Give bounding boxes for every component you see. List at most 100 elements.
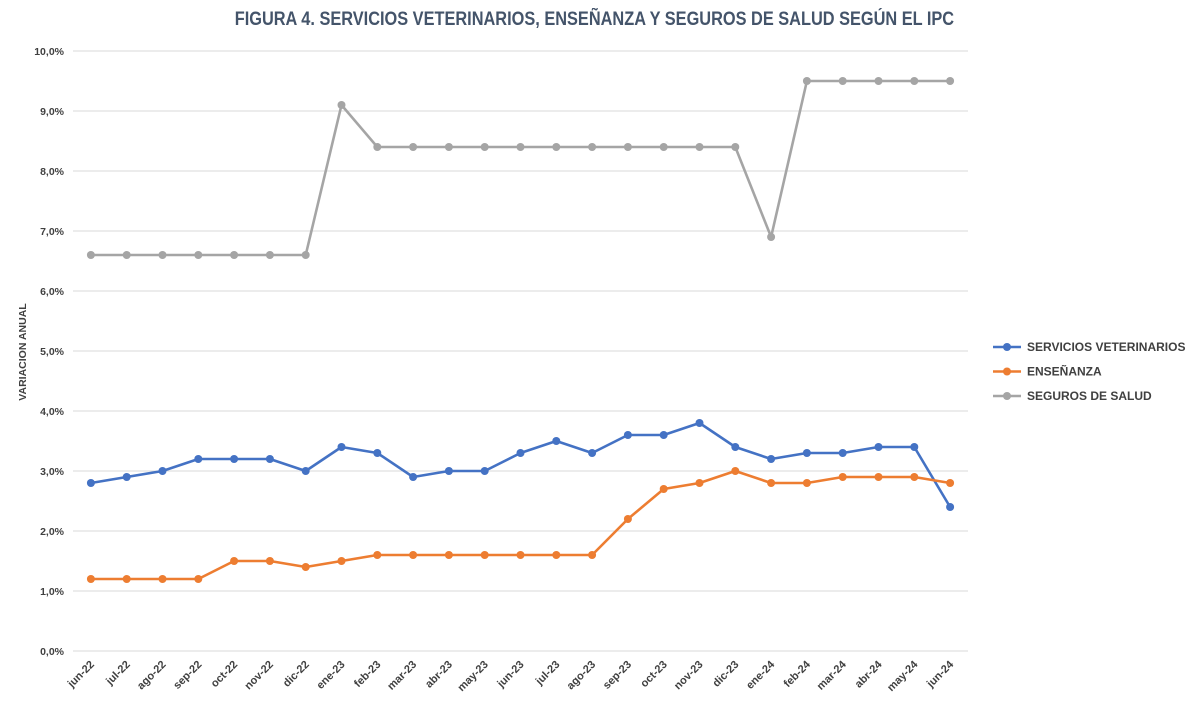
- data-point: [838, 449, 847, 457]
- x-tick-label: feb-24: [782, 658, 814, 690]
- legend-marker: [1003, 392, 1011, 400]
- data-point: [480, 467, 489, 475]
- data-point: [588, 551, 597, 559]
- series-2: [86, 467, 955, 583]
- x-tick-label: dic-22: [281, 659, 312, 690]
- data-point: [86, 251, 95, 259]
- data-point: [373, 143, 382, 151]
- data-point: [623, 143, 632, 151]
- data-point: [265, 557, 274, 565]
- data-point: [910, 473, 919, 481]
- data-point: [946, 503, 955, 511]
- gridlines: [73, 50, 968, 652]
- data-point: [301, 251, 310, 259]
- x-tick-label: ene-24: [744, 658, 778, 692]
- data-point: [337, 443, 346, 451]
- x-tick-label: ene-23: [314, 659, 347, 692]
- data-point: [695, 479, 704, 487]
- data-point: [86, 575, 95, 583]
- legend-label: ENSEÑANZA: [1027, 364, 1102, 379]
- data-point: [731, 443, 740, 451]
- x-tick-label: jun-22: [65, 659, 97, 691]
- data-point: [86, 479, 95, 487]
- y-tick-label: 4,0%: [40, 406, 65, 418]
- data-point: [516, 143, 525, 151]
- series-line: [90, 421, 952, 508]
- y-tick-label: 3,0%: [40, 466, 65, 478]
- x-tick-label: ago-22: [135, 659, 169, 693]
- data-point: [337, 557, 346, 565]
- data-point: [122, 575, 131, 583]
- data-point: [444, 551, 453, 559]
- data-point: [516, 449, 525, 457]
- series-line: [90, 79, 951, 257]
- data-point: [444, 143, 453, 151]
- data-point: [802, 77, 811, 85]
- data-point: [695, 419, 704, 427]
- x-tick-label: mar-24: [815, 658, 850, 693]
- data-point: [409, 473, 418, 481]
- data-point: [874, 443, 883, 451]
- x-tick-label: jul-22: [103, 659, 133, 689]
- data-point: [588, 143, 597, 151]
- x-tick-label: jun-23: [495, 659, 527, 691]
- data-point: [623, 431, 632, 439]
- y-tick-label: 9,0%: [40, 106, 65, 118]
- data-point: [301, 563, 310, 571]
- data-point: [230, 455, 239, 463]
- data-point: [552, 551, 561, 559]
- data-point: [158, 467, 167, 475]
- data-point: [695, 143, 704, 151]
- legend-label: SEGUROS DE SALUD: [1027, 389, 1152, 403]
- legend: SERVICIOS VETERINARIOS ENSEÑANZA SEGUROS D…: [993, 340, 1185, 403]
- data-point: [480, 143, 489, 151]
- y-tick-label: 2,0%: [40, 526, 65, 538]
- y-tick-label: 5,0%: [40, 346, 65, 358]
- data-point: [158, 575, 167, 583]
- x-tick-label: feb-23: [352, 659, 383, 690]
- x-tick-label: jun-24: [924, 658, 957, 691]
- data-point: [230, 251, 239, 259]
- data-point: [838, 77, 847, 85]
- data-point: [337, 101, 346, 109]
- data-point: [444, 467, 453, 475]
- data-point: [767, 479, 776, 487]
- data-point: [838, 473, 847, 481]
- data-point: [874, 473, 883, 481]
- data-point: [588, 449, 597, 457]
- data-point: [659, 485, 668, 493]
- data-point: [802, 449, 811, 457]
- data-point: [731, 467, 740, 475]
- y-tick-label: 6,0%: [40, 286, 65, 298]
- data-point: [552, 437, 561, 445]
- data-point: [409, 143, 418, 151]
- data-point: [946, 77, 955, 85]
- data-point: [122, 473, 131, 481]
- data-point: [194, 575, 203, 583]
- data-point: [874, 77, 883, 85]
- y-axis-label: VARIACION ANUAL: [17, 303, 29, 401]
- y-axis-ticks: 0,0% 1,0% 2,0% 3,0% 4,0% 5,0% 6,0% 7,0% 8,0% 9,0%…: [34, 46, 64, 658]
- series-group: [86, 77, 955, 583]
- x-tick-label: oct-22: [209, 659, 240, 690]
- data-point: [910, 77, 919, 85]
- data-point: [373, 449, 382, 457]
- data-point: [301, 467, 310, 475]
- x-tick-label: sep-22: [171, 659, 204, 692]
- x-tick-label: jul-23: [533, 659, 563, 689]
- y-tick-label: 7,0%: [40, 226, 65, 238]
- x-tick-label: dic-23: [710, 659, 741, 690]
- x-tick-label: sep-23: [601, 659, 634, 692]
- data-point: [659, 431, 668, 439]
- legend-label: SERVICIOS VETERINARIOS: [1027, 340, 1185, 354]
- data-point: [659, 143, 668, 151]
- x-tick-label: may-23: [456, 659, 491, 694]
- data-point: [194, 251, 203, 259]
- data-point: [409, 551, 418, 559]
- series-1: [86, 419, 955, 511]
- x-tick-label: abr-23: [423, 659, 455, 691]
- data-point: [122, 251, 131, 259]
- x-tick-label: may-24: [885, 658, 921, 694]
- y-tick-label: 0,0%: [40, 646, 65, 658]
